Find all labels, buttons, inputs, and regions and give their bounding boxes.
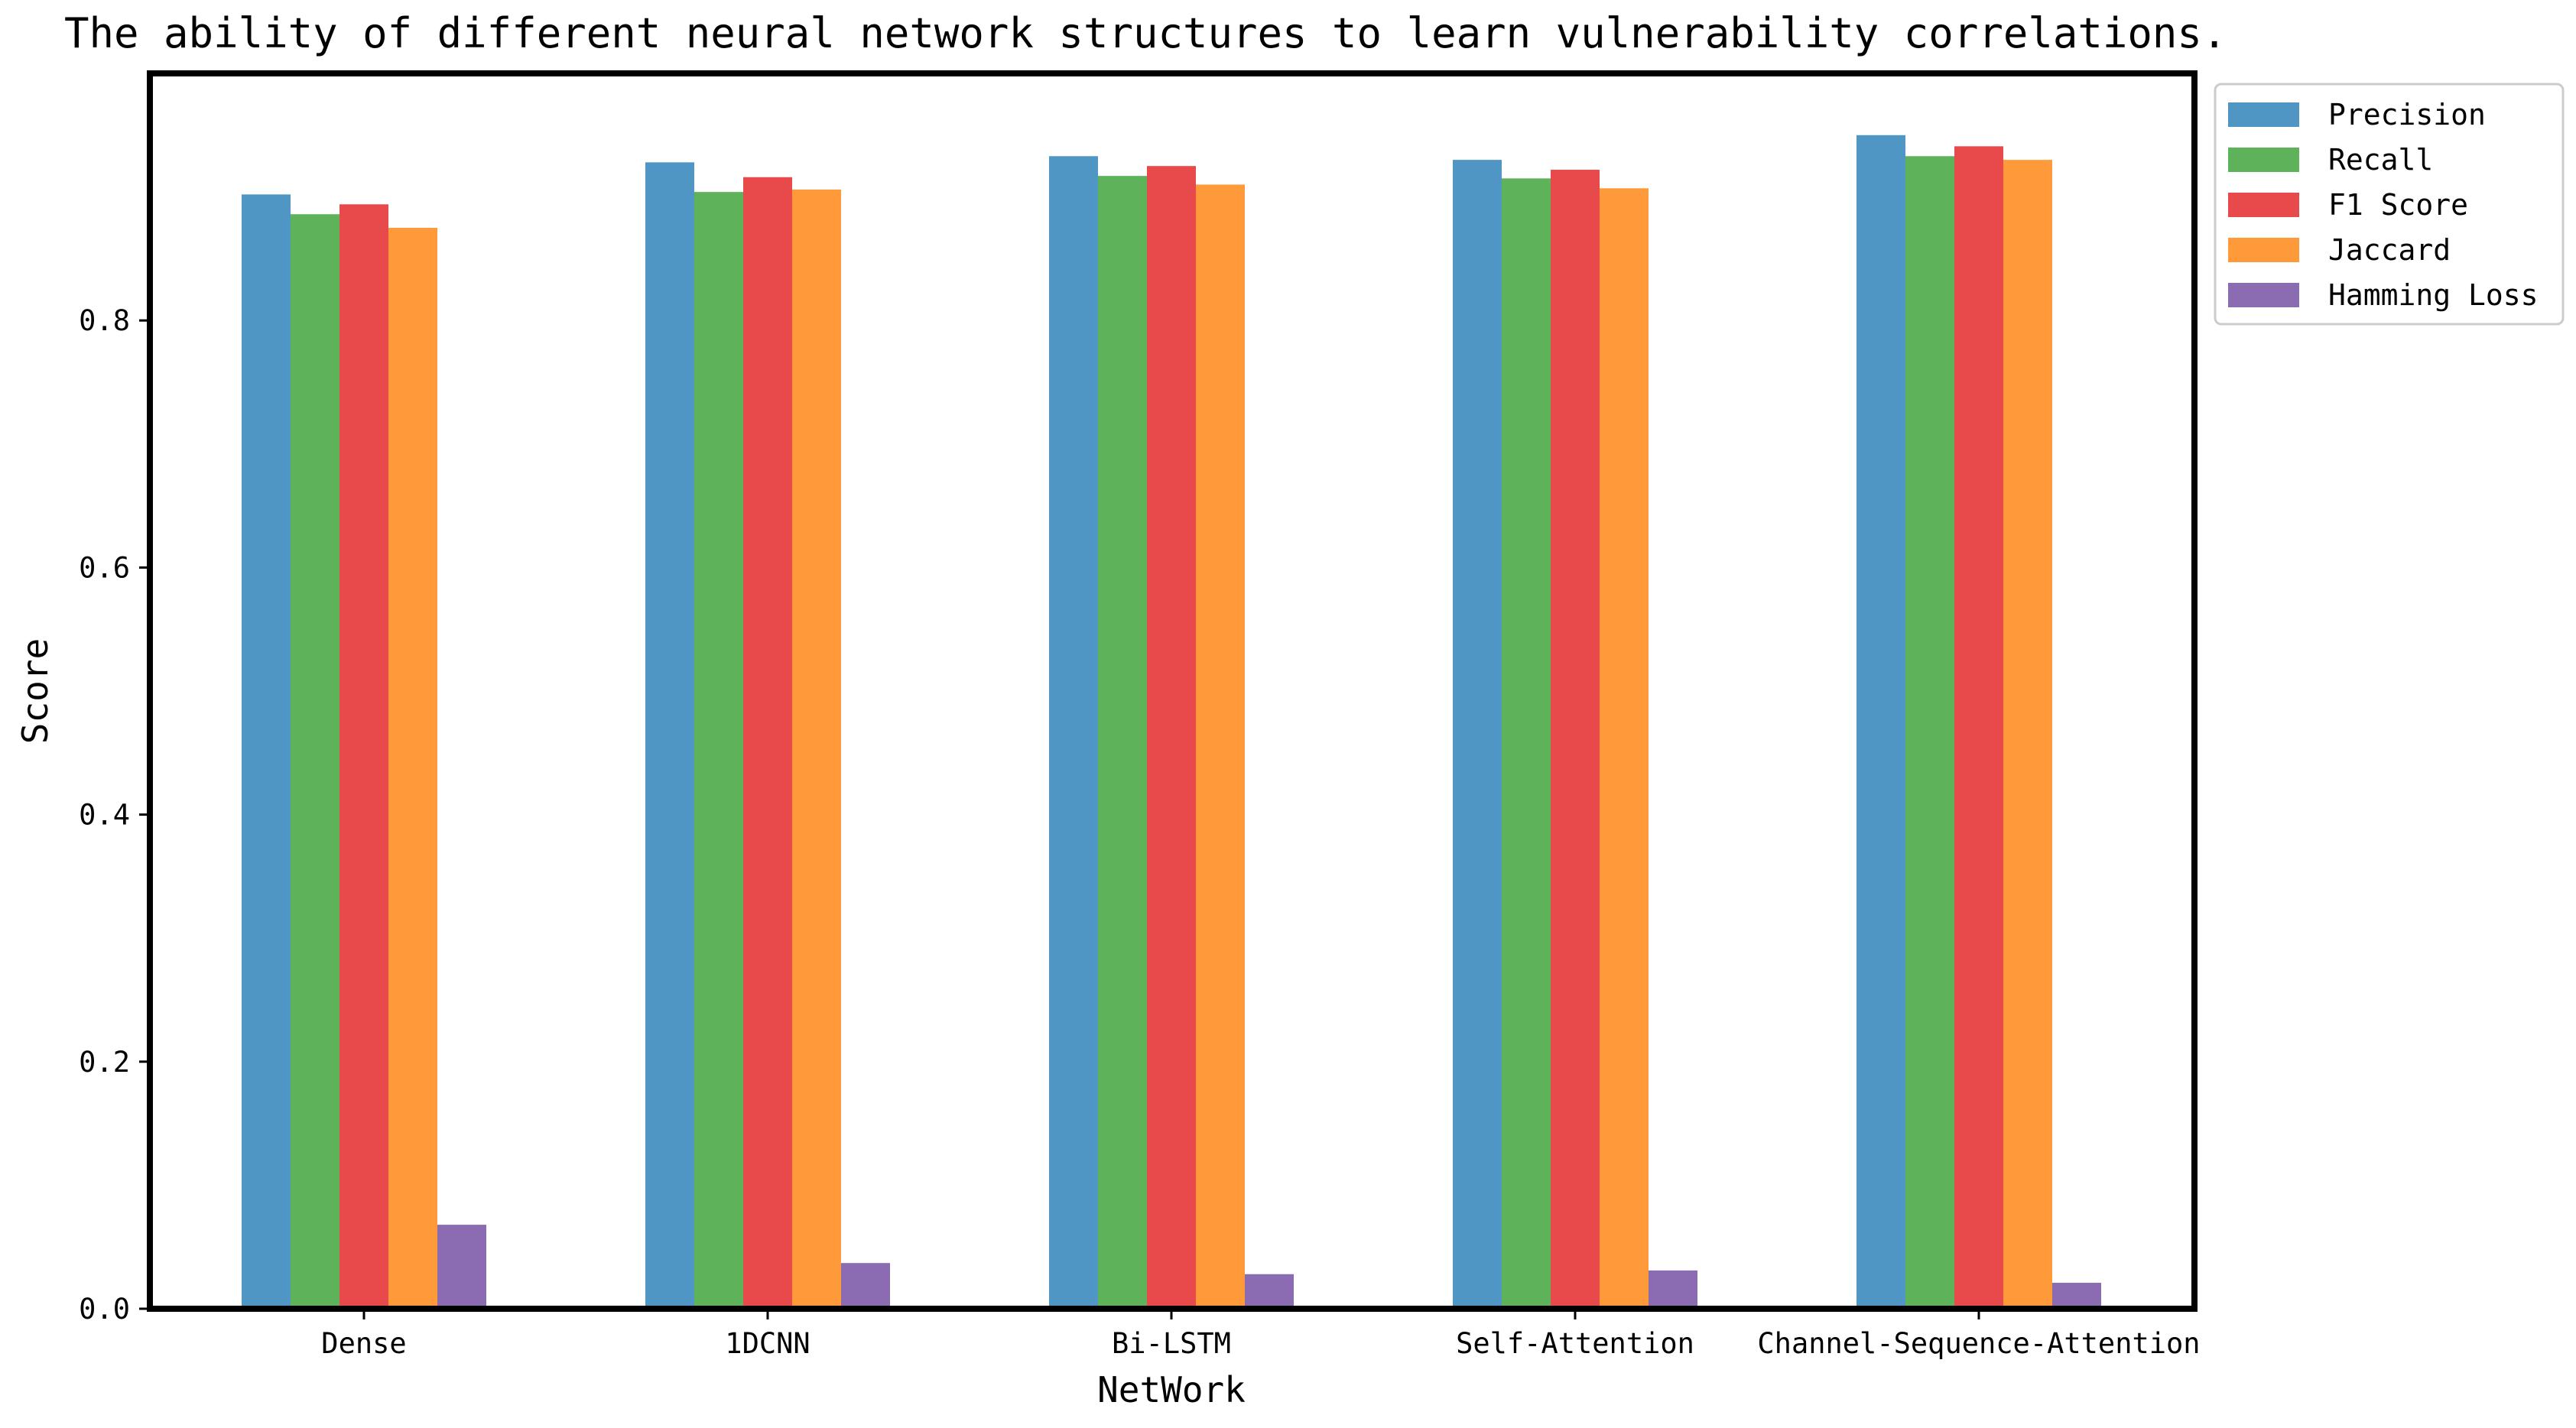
bar-f1-score-bi-lstm [1147,166,1196,1310]
legend-label-hamming-loss: Hamming Loss [2328,278,2539,312]
bar-precision-bi-lstm [1049,156,1098,1310]
legend-swatch-hamming-loss [2228,283,2299,307]
y-tick-label: 0.2 [79,1046,130,1079]
bar-hamming-loss-1dcnn [841,1263,890,1309]
bar-jaccard-1dcnn [792,189,841,1309]
legend-label-recall: Recall [2328,143,2433,177]
bar-hamming-loss-dense [437,1225,486,1309]
y-tick-label: 0.0 [79,1293,130,1326]
bar-recall-1dcnn [694,192,743,1310]
legend-label-jaccard: Jaccard [2328,233,2451,267]
bar-hamming-loss-self-attention [1649,1270,1697,1309]
x-tick-label: Bi-LSTM [1112,1327,1231,1360]
bar-f1-score-self-attention [1551,170,1600,1310]
bar-hamming-loss-bi-lstm [1245,1274,1294,1309]
legend-label-precision: Precision [2328,98,2486,131]
bar-precision-channel-sequence-attention [1856,135,1905,1309]
bar-precision-1dcnn [645,162,694,1309]
axis-ticks: Dense 1DCNN Bi-LSTM Self-Attention Channel-S… [79,304,2200,1360]
plot-area [242,135,2101,1310]
legend-box [2214,83,2565,326]
legend-swatch-f1-score [2228,193,2299,217]
plot-frame [147,70,2198,1312]
bar-jaccard-dense [388,228,437,1309]
bar-precision-self-attention [1453,160,1502,1309]
bar-hamming-loss-channel-sequence-attention [2052,1283,2101,1309]
bar-f1-score-1dcnn [743,177,792,1309]
bar-precision-dense [242,194,291,1309]
bar-jaccard-bi-lstm [1196,184,1245,1310]
bar-f1-score-dense [339,204,388,1309]
x-tick-label: Channel-Sequence-Attention [1757,1327,2200,1360]
legend-swatch-jaccard [2228,238,2299,262]
bar-recall-channel-sequence-attention [1905,156,1954,1310]
x-tick-label: Dense [321,1327,406,1360]
legend-label-f1-score: F1 Score [2328,188,2468,222]
legend-swatch-precision [2228,102,2299,127]
x-axis-label: NetWork [1097,1369,1246,1410]
y-tick-label: 0.4 [79,799,130,832]
bar-jaccard-channel-sequence-attention [2003,160,2052,1309]
bar-recall-self-attention [1502,178,1551,1310]
bar-recall-dense [291,214,339,1309]
x-tick-label: Self-Attention [1456,1327,1694,1360]
y-tick-label: 0.6 [79,551,130,584]
y-tick-label: 0.8 [79,304,130,337]
legend-swatch-recall [2228,148,2299,172]
legend: Precision Recall F1 Score Jaccard Hamming Lo… [2214,83,2565,326]
y-axis-label: Score [15,638,56,744]
x-tick-label: 1DCNN [725,1327,810,1360]
bar-f1-score-channel-sequence-attention [1954,146,2003,1309]
bar-jaccard-self-attention [1600,188,1649,1310]
bar-recall-bi-lstm [1098,176,1147,1309]
chart-title: The ability of different neural network … [64,9,2227,57]
